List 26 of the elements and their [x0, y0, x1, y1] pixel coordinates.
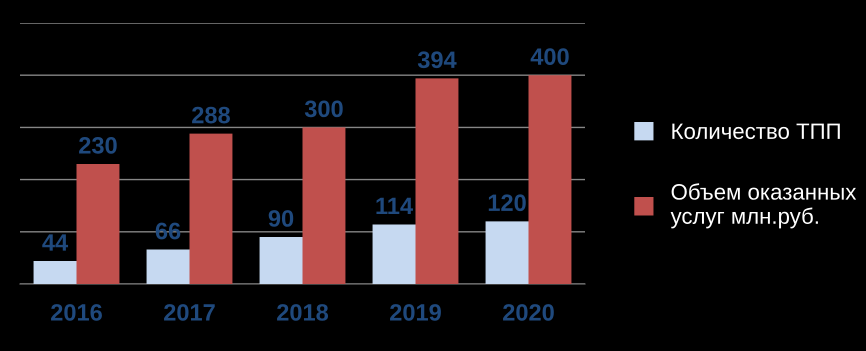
data-label: 230: [79, 137, 117, 154]
legend-label: Объем оказанных услуг млн.руб.: [670, 183, 856, 228]
x-tick-label: 2019: [390, 304, 441, 321]
data-label: 288: [192, 106, 230, 124]
x-tick-label: 2016: [51, 304, 102, 321]
bar: [260, 237, 302, 284]
bar: [146, 250, 190, 284]
x-tick-label: 2018: [277, 304, 328, 321]
legend-label: Количество ТПП: [672, 124, 840, 140]
data-label: 114: [376, 198, 413, 214]
bar: [486, 221, 528, 284]
bar: [528, 75, 572, 284]
data-label: 394: [418, 51, 457, 68]
data-label: 300: [304, 100, 343, 118]
bar: [190, 134, 232, 284]
x-tick-label: 2020: [503, 304, 554, 321]
bar: [372, 224, 416, 284]
bar: [34, 261, 76, 284]
data-label: 44: [42, 234, 68, 251]
x-tick-label: 2017: [164, 304, 215, 321]
data-label: 90: [268, 210, 294, 227]
data-label: 120: [488, 194, 526, 212]
bar: [416, 78, 458, 284]
data-label: 400: [530, 48, 569, 65]
bar: [76, 164, 120, 284]
bar: [302, 127, 346, 284]
